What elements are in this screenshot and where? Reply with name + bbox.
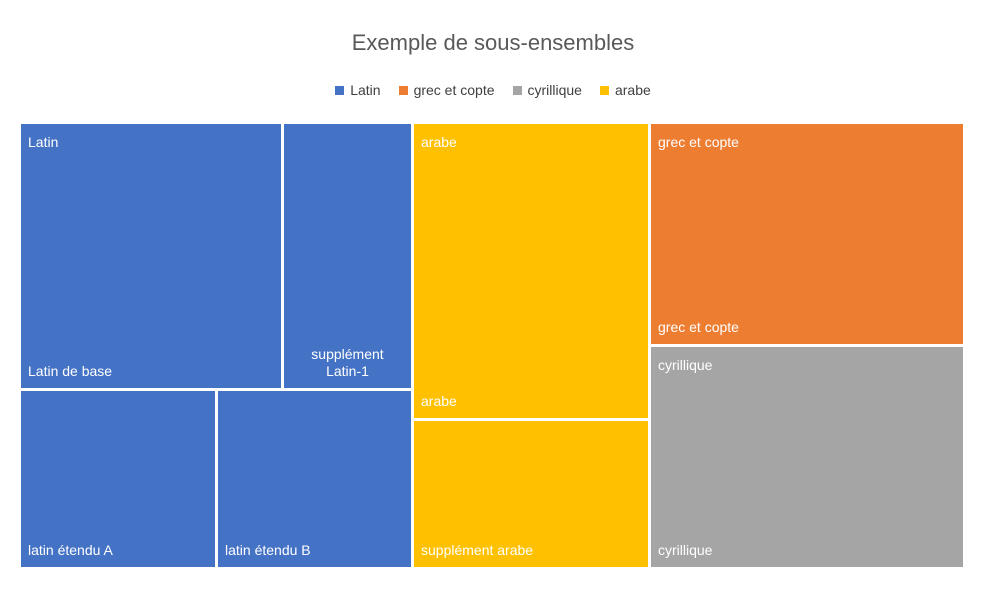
tile-cyrillique: cyrillique cyrillique (651, 347, 963, 567)
legend-label-latin: Latin (350, 82, 381, 98)
tile-label-latin-de-base: Latin de base (28, 363, 113, 380)
group-label-arabe: arabe (421, 134, 457, 150)
group-label-cyrillique: cyrillique (658, 357, 713, 373)
legend-label-grec: grec et copte (413, 82, 495, 98)
chart-title: Exemple de sous-ensembles (351, 30, 635, 55)
legend-swatch-latin (335, 85, 345, 95)
tile-label-supplement-arabe: supplément arabe (421, 542, 534, 559)
legend-label-cyrillique: cyrillique (527, 82, 582, 98)
tile-label-supplement-latin-1: supplément Latin-1 (311, 346, 384, 380)
legend-item-grec: grec et copte (398, 82, 495, 98)
chart-legend: Latin grec et copte cyrillique arabe (0, 82, 986, 98)
legend-swatch-arabe (599, 85, 609, 95)
group-label-grec-et-copte: grec et copte (658, 134, 739, 150)
legend-item-cyrillique: cyrillique (512, 82, 582, 98)
legend-label-arabe: arabe (614, 82, 651, 98)
legend-swatch-grec (398, 85, 408, 95)
tile-latin-etendu-a: latin étendu A (21, 391, 215, 567)
tile-label-grec-et-copte: grec et copte (658, 319, 739, 336)
tile-supplement-latin-1: supplément Latin-1 (284, 124, 411, 388)
legend-item-arabe: arabe (599, 82, 651, 98)
tile-label-cyrillique: cyrillique (658, 542, 713, 559)
legend-item-latin: Latin (335, 82, 381, 98)
tile-label-latin-etendu-a: latin étendu A (28, 542, 113, 559)
tile-supplement-arabe: supplément arabe (414, 421, 648, 567)
tile-grec-et-copte: grec et copte grec et copte (651, 124, 963, 344)
tile-latin-etendu-b: latin étendu B (218, 391, 411, 567)
tile-latin-de-base: Latin Latin de base (21, 124, 281, 388)
tile-arabe: arabe arabe (414, 124, 648, 418)
tile-label-arabe: arabe (421, 393, 457, 410)
group-label-latin: Latin (28, 134, 59, 150)
legend-swatch-cyrillique (512, 85, 522, 95)
tile-label-latin-etendu-b: latin étendu B (225, 542, 311, 559)
